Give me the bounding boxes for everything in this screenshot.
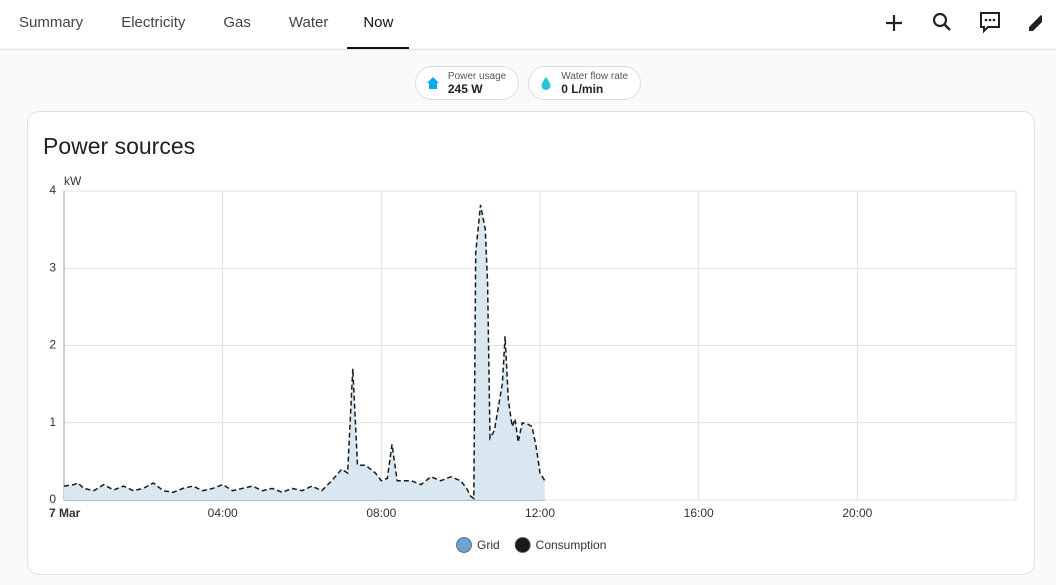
legend-label: Grid bbox=[477, 538, 500, 552]
toolbar-icons bbox=[886, 12, 1042, 34]
add-icon[interactable] bbox=[886, 15, 902, 31]
x-tick-label: 08:00 bbox=[366, 506, 396, 520]
x-tick-label: 20:00 bbox=[842, 506, 872, 520]
badge[interactable]: Water flow rate 0 L/min bbox=[528, 66, 642, 100]
tab[interactable]: Now bbox=[347, 0, 410, 49]
badge-value: 245 W bbox=[447, 81, 483, 96]
x-tick-label: 7 Mar bbox=[49, 506, 81, 520]
x-tick-label: 04:00 bbox=[208, 506, 238, 520]
y-tick-label: 3 bbox=[49, 260, 56, 274]
legend-label: Consumption bbox=[536, 538, 607, 552]
tabs: Summary Electricity Gas Water Now bbox=[0, 0, 410, 49]
tab[interactable]: Electricity bbox=[121, 14, 186, 31]
y-tick-label: 0 bbox=[49, 492, 56, 506]
badge[interactable]: Power usage 245 W bbox=[414, 66, 520, 100]
y-tick-label: 2 bbox=[49, 338, 56, 352]
tab[interactable]: Summary bbox=[19, 14, 84, 31]
legend-swatch bbox=[514, 537, 531, 553]
line bbox=[63, 204, 546, 500]
badge-icon bbox=[426, 77, 439, 89]
search-icon[interactable] bbox=[932, 12, 951, 31]
chart-title: Power sources bbox=[43, 133, 195, 159]
badges: Power usage 245 W Water flow rate 0 L/min bbox=[0, 66, 1056, 100]
tab[interactable]: Gas bbox=[223, 14, 251, 31]
tab[interactable]: Water bbox=[288, 14, 329, 31]
badge-value: 0 L/min bbox=[561, 81, 604, 96]
top-bar: Summary Electricity Gas Water Now bbox=[0, 0, 1056, 50]
badge-label: Power usage bbox=[447, 70, 507, 82]
x-tick-label: 16:00 bbox=[684, 506, 714, 520]
assist-icon[interactable] bbox=[980, 12, 1000, 34]
badge-text: Power usage 245 W bbox=[448, 71, 506, 96]
y-axis-unit: kW bbox=[64, 174, 82, 188]
y-tick-label: 4 bbox=[49, 183, 56, 197]
y-tick-label: 1 bbox=[49, 415, 56, 429]
legend-swatch bbox=[456, 537, 472, 553]
x-tick-label: 12:00 bbox=[525, 506, 555, 520]
badge-label: Water flow rate bbox=[561, 70, 629, 82]
area bbox=[64, 204, 545, 500]
edit-icon[interactable] bbox=[1029, 12, 1042, 31]
badge-icon bbox=[541, 77, 551, 90]
badge-text: Water flow rate 0 L/min bbox=[561, 71, 628, 96]
